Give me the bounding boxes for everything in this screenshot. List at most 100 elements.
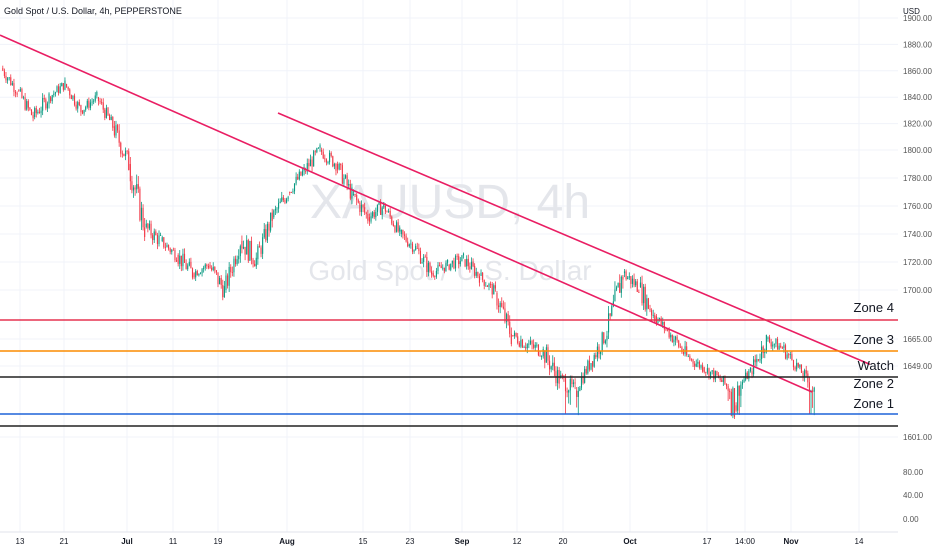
candle: [600, 351, 602, 360]
trendline-lower[interactable]: [277, 112, 871, 366]
candle: [643, 284, 645, 311]
candle: [563, 375, 565, 382]
candle: [123, 153, 125, 157]
candle: [341, 162, 343, 185]
candle: [432, 270, 434, 278]
candle: [227, 273, 229, 289]
candle: [569, 375, 571, 405]
candle: [13, 78, 15, 97]
candle: [789, 351, 791, 359]
candle: [502, 300, 504, 310]
candle: [351, 183, 353, 205]
trendline-upper[interactable]: [0, 34, 813, 393]
candle: [172, 247, 174, 251]
time-tick-label: Oct: [623, 537, 637, 546]
time-tick-label: Aug: [279, 537, 295, 546]
candle: [714, 370, 716, 383]
candle: [593, 352, 595, 368]
candle: [381, 206, 383, 220]
candle: [509, 315, 511, 338]
candle: [464, 259, 466, 268]
time-tick-label: Nov: [783, 537, 799, 546]
candle: [805, 365, 807, 377]
candle: [399, 225, 401, 236]
candle: [29, 107, 31, 111]
time-tick-label: 20: [559, 537, 568, 546]
candles: [2, 65, 815, 419]
candle: [147, 222, 149, 233]
candle: [418, 243, 420, 255]
candle: [670, 332, 672, 342]
candle: [46, 101, 48, 113]
candle: [182, 248, 184, 271]
candle: [547, 344, 549, 366]
candle: [572, 379, 575, 388]
candle: [512, 335, 514, 337]
candle: [314, 149, 316, 156]
candle: [729, 388, 731, 400]
candle: [478, 273, 480, 287]
candle: [791, 351, 793, 361]
candle: [666, 329, 669, 332]
candle: [518, 341, 520, 348]
candle: [183, 248, 186, 264]
candle: [397, 219, 399, 233]
price-tick-label: 1820.00: [903, 120, 932, 129]
candle: [770, 338, 772, 349]
candle: [713, 367, 715, 383]
candle: [635, 279, 637, 288]
candle: [808, 377, 810, 415]
candle: [804, 368, 806, 382]
candle: [293, 183, 296, 195]
watermark-description: Gold Spot / U.S. Dollar: [308, 255, 591, 286]
candle: [58, 83, 60, 96]
candle: [214, 266, 216, 274]
time-tick-label: 14:00: [735, 537, 756, 546]
candle: [311, 156, 313, 172]
candle: [727, 383, 729, 401]
candle: [652, 309, 654, 319]
price-axis[interactable]: 1900.00 1880.00 1860.00 1840.00 1820.00 1800.…: [898, 0, 932, 532]
candle: [421, 258, 423, 264]
candle: [131, 175, 133, 194]
candle: [19, 87, 21, 92]
candle: [674, 335, 677, 346]
candle: [330, 151, 332, 158]
candle: [580, 372, 583, 391]
candle: [128, 148, 130, 171]
time-tick-label: 17: [703, 537, 712, 546]
candle: [695, 359, 697, 368]
candle: [35, 105, 37, 118]
time-tick-label: 15: [359, 537, 368, 546]
candle: [158, 230, 160, 247]
candle: [93, 98, 95, 105]
candle: [102, 98, 104, 114]
candle: [746, 371, 748, 380]
candle: [137, 176, 139, 193]
time-axis[interactable]: 13 21 Jul 11 19 Aug 15 23 Sep 12 20 Oct 17 14:00 Nov 14: [0, 531, 898, 546]
candle: [689, 354, 691, 361]
candle: [7, 77, 9, 84]
candle: [568, 389, 570, 404]
candle: [316, 147, 318, 154]
candle: [168, 244, 170, 251]
candle: [81, 110, 84, 115]
candle: [679, 343, 681, 349]
candle: [340, 163, 342, 170]
candle: [698, 360, 700, 370]
candle: [541, 355, 543, 360]
grid: [0, 0, 898, 532]
candle: [211, 265, 213, 272]
candle: [99, 97, 101, 105]
candle: [584, 366, 586, 384]
candle: [8, 77, 10, 81]
candle: [249, 240, 251, 261]
candle: [515, 332, 517, 338]
candle: [474, 263, 476, 279]
candle: [78, 99, 80, 107]
candle: [788, 352, 790, 359]
candle: [767, 336, 769, 342]
candle: [150, 220, 152, 239]
candle: [499, 301, 501, 314]
